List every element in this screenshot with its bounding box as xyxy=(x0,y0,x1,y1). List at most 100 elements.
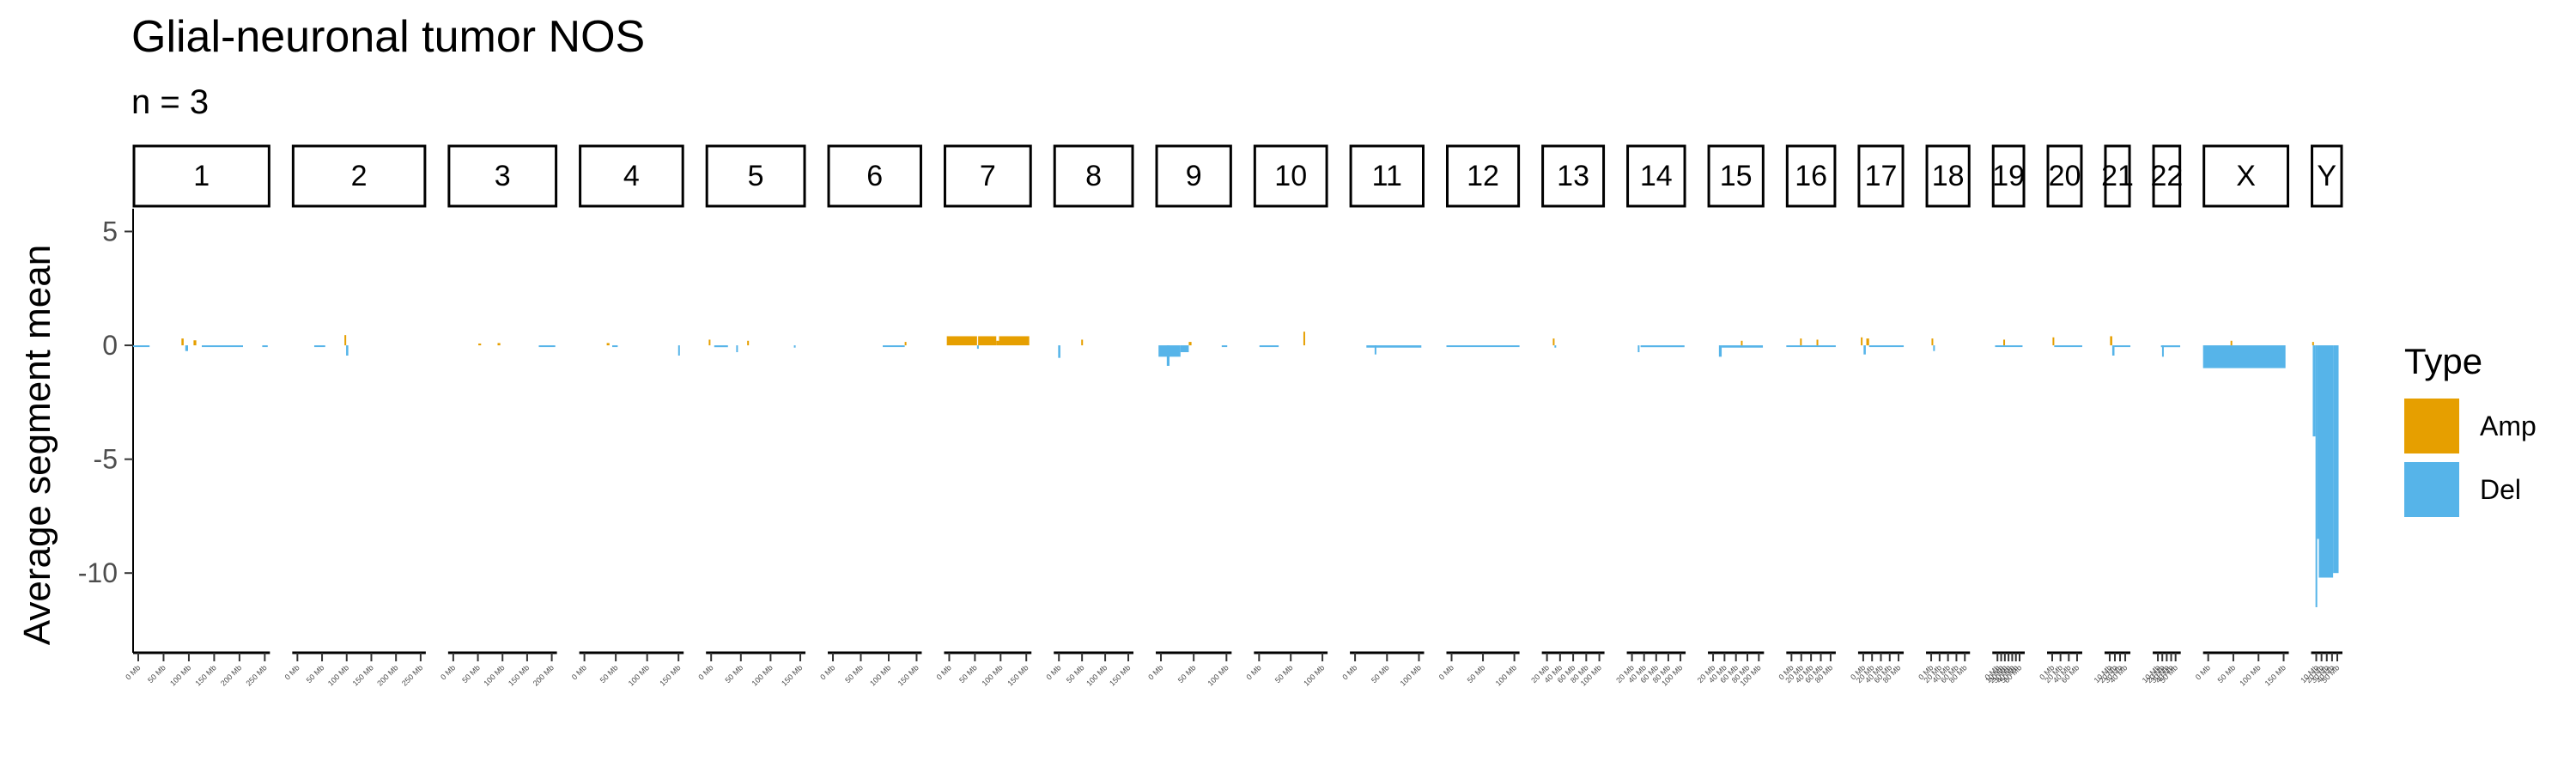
facet-strip-label: Y xyxy=(2317,160,2336,192)
x-tick-label: 50 Mb xyxy=(460,663,482,685)
segment-bar-del xyxy=(2333,345,2339,574)
x-tick-label: 150 Mb xyxy=(1108,663,1132,687)
facet-chr-10: 100 Mb 50 Mb 100 Mb xyxy=(1245,144,1328,688)
segment-bar-amp xyxy=(1866,338,1869,346)
segment-bar-del xyxy=(2312,345,2316,437)
x-tick-label: 150 Mb xyxy=(2263,663,2287,687)
x-tick-label: 0 Mb xyxy=(1044,663,1062,681)
segment-bar-del xyxy=(2317,345,2319,539)
segment-bar-amp xyxy=(708,339,711,346)
x-tick-label: 50 Mb xyxy=(146,663,167,685)
facet-strip xyxy=(1785,144,1837,208)
x-tick-label: 0 Mb xyxy=(124,663,142,681)
segment-bar-amp xyxy=(193,340,197,346)
facet-strip-label: 6 xyxy=(866,160,883,192)
segment-bar-amp xyxy=(1741,340,1743,346)
facet-chr-5: 50 Mb 50 Mb 100 Mb 150 Mb xyxy=(696,144,806,688)
segment-bar-del xyxy=(1640,345,1685,348)
x-tick-label: 50 Mb xyxy=(1176,663,1198,685)
facet-chr-9: 9 0 Mb 50 Mb 100 Mb xyxy=(1146,144,1232,688)
facet-strip xyxy=(2046,144,2083,208)
facet-strip-label: X xyxy=(2236,160,2256,192)
legend-key-del xyxy=(2404,462,2459,517)
segment-bar-del xyxy=(1166,345,1170,366)
segment-bar-amp xyxy=(478,343,482,346)
facet-chr-2: 2 0 Mb 50 Mb 100 Mb 150 Mb 200 Mb 250 Mb xyxy=(283,144,427,688)
segment-bar-del xyxy=(2054,345,2082,348)
segment-bar-del xyxy=(133,345,150,348)
x-tick-label: 150 Mb xyxy=(896,663,920,687)
x-tick-label: 200 Mb xyxy=(375,663,399,687)
segment-bar-del xyxy=(1374,345,1376,355)
segment-bar-amp xyxy=(1931,338,1934,346)
segment-bar-del xyxy=(1446,345,1520,348)
x-tick-label: 100 Mb xyxy=(482,663,506,687)
facet-chr-1: 1 0 Mb 50 Mb 100 Mb 150 Mb 200 Mb 250 Mb xyxy=(124,144,270,688)
segment-bar-del xyxy=(611,345,618,348)
x-tick-label: 100 Mb xyxy=(980,663,1004,687)
facet-strip xyxy=(827,144,922,208)
x-tick-label: 50 Mb xyxy=(723,663,744,685)
facet-strip xyxy=(1541,144,1606,208)
facet-strip-label: 20 xyxy=(2049,160,2081,192)
segment-bar-del xyxy=(1863,345,1866,355)
x-tick-label: 0 Mb xyxy=(935,663,953,681)
segment-bar-del xyxy=(1366,345,1422,348)
x-tick-label: 0 Mb xyxy=(283,663,301,681)
facet-strip-label: 22 xyxy=(2150,160,2183,192)
facet-strip xyxy=(943,144,1032,208)
facet-strip xyxy=(132,144,270,208)
x-tick-label: 0 Mb xyxy=(2194,663,2212,681)
facet-chr-6: 6 0 Mb 50 Mb 100 Mb 150 Mb xyxy=(818,144,922,688)
segment-bar-amp xyxy=(2230,340,2233,346)
facet-strip xyxy=(2104,144,2131,208)
facet-strip-label: 19 xyxy=(1992,160,2025,192)
segment-bar-amp xyxy=(904,342,907,346)
x-tick-label: 50 Mb xyxy=(598,663,620,685)
facet-strip-label: 15 xyxy=(1720,160,1753,192)
segment-bar-del xyxy=(736,345,738,353)
segment-bar-amp xyxy=(181,338,184,346)
segment-bar-amp xyxy=(1861,337,1863,346)
facet-strip-label: 5 xyxy=(748,160,764,192)
x-tick-label: 100 Mb xyxy=(750,663,775,687)
facet-strip xyxy=(1053,144,1134,208)
segment-bar-del xyxy=(262,345,268,348)
segment-bar-amp xyxy=(344,335,347,346)
segment-bar-del xyxy=(1722,345,1764,348)
segment-bar-del xyxy=(793,345,796,348)
segment-bar-del xyxy=(2315,345,2318,607)
x-tick-label: 50 Mb xyxy=(957,663,979,685)
segment-bar-amp xyxy=(1816,339,1819,346)
segment-bar-del xyxy=(1786,345,1836,348)
x-tick-label: 50 Mb xyxy=(1370,663,1391,685)
facet-chr-12: 12 0 Mb 50 Mb 100 Mb xyxy=(1437,144,1521,688)
segment-bar-amp xyxy=(2312,342,2314,346)
segment-bar-amp xyxy=(606,343,610,346)
segment-bar-del xyxy=(185,345,188,351)
legend-label: Amp xyxy=(2480,411,2537,441)
x-tick-label: 150 Mb xyxy=(351,663,375,687)
segment-bar-amp xyxy=(1552,338,1555,346)
x-tick-label: 150 Mb xyxy=(780,663,804,687)
segment-bar-amp xyxy=(978,336,997,346)
x-tick-label: 0 Mb xyxy=(1146,663,1164,681)
facet-strip-label: 11 xyxy=(1372,160,1402,192)
x-tick-label: 100 Mb xyxy=(1494,663,1518,687)
segment-bar-amp xyxy=(999,336,1030,346)
x-tick-label: 50 Mb xyxy=(843,663,865,685)
x-tick-label: 150 Mb xyxy=(658,663,682,687)
x-tick-label: 0 Mb xyxy=(439,663,457,681)
x-tick-label: 100 Mb xyxy=(627,663,651,687)
segment-bar-amp xyxy=(497,343,501,346)
legend-title: Type xyxy=(2404,341,2482,381)
segment-bar-del xyxy=(883,345,905,348)
facet-strip-label: 8 xyxy=(1085,160,1102,192)
